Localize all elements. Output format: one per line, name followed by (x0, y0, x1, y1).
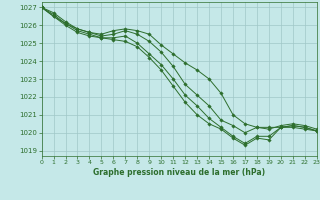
X-axis label: Graphe pression niveau de la mer (hPa): Graphe pression niveau de la mer (hPa) (93, 168, 265, 177)
